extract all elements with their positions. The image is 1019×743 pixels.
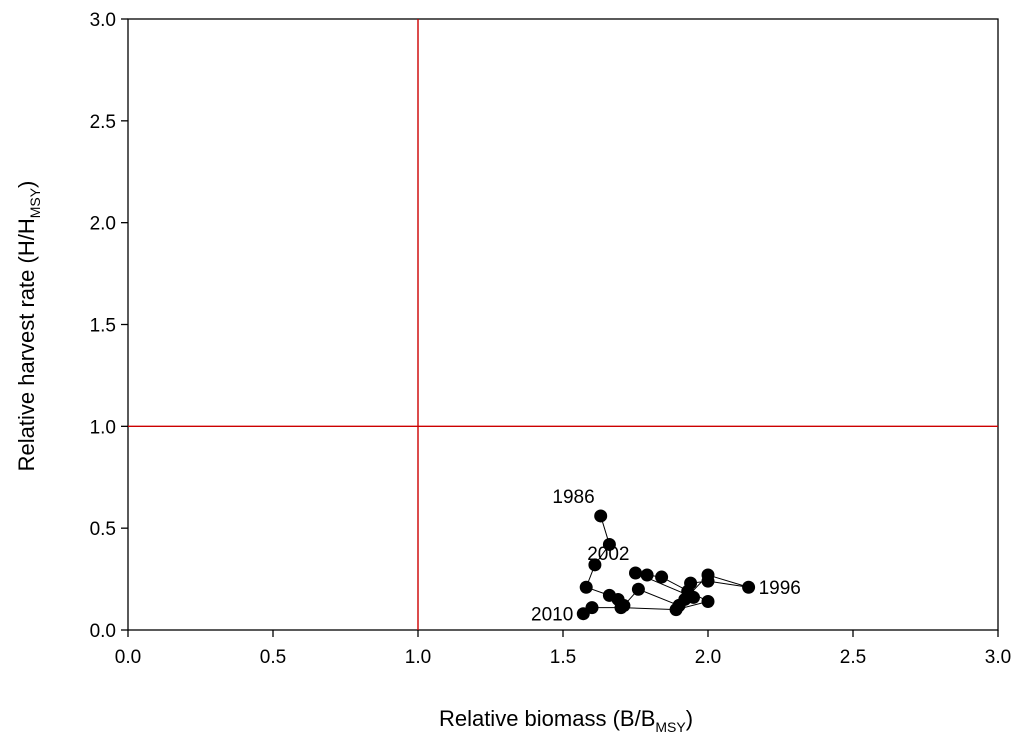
data-point <box>687 590 700 604</box>
y-tick-label: 3.0 <box>90 10 116 31</box>
data-point <box>701 594 715 608</box>
data-point <box>640 568 654 582</box>
data-point <box>594 509 608 523</box>
y-tick-label: 1.0 <box>90 417 116 438</box>
data-point <box>631 582 645 596</box>
data-point <box>614 601 628 615</box>
year-label: 2002 <box>587 544 629 565</box>
x-tick-label: 2.0 <box>695 647 721 668</box>
y-axis-label: Relative harvest rate (H/HMSY) <box>14 181 43 472</box>
year-label: 1996 <box>759 578 801 599</box>
x-tick-label: 1.0 <box>405 647 431 668</box>
data-point <box>655 570 669 584</box>
plot-frame <box>127 18 999 631</box>
x-tick-label: 3.0 <box>985 647 1011 668</box>
data-point <box>579 580 593 594</box>
x-tick-label: 0.5 <box>260 647 286 668</box>
data-point <box>629 566 642 580</box>
y-tick-label: 2.0 <box>90 214 116 235</box>
x-tick-label: 1.5 <box>550 647 576 668</box>
data-point <box>742 580 756 594</box>
x-tick-label: 0.0 <box>115 647 141 668</box>
x-tick-label: 2.5 <box>840 647 866 668</box>
year-label: 1986 <box>552 487 594 508</box>
data-point <box>701 574 715 588</box>
y-tick-label: 1.5 <box>90 316 116 337</box>
y-tick-label: 2.5 <box>90 112 116 133</box>
data-point <box>588 558 602 572</box>
y-tick-label: 0.5 <box>90 519 116 540</box>
y-tick-label: 0.0 <box>90 621 116 642</box>
data-point <box>576 607 590 621</box>
year-label: 2010 <box>531 605 573 626</box>
x-axis-label: Relative biomass (B/BMSY) <box>439 706 693 735</box>
data-point <box>602 537 616 551</box>
data-point <box>669 603 683 617</box>
